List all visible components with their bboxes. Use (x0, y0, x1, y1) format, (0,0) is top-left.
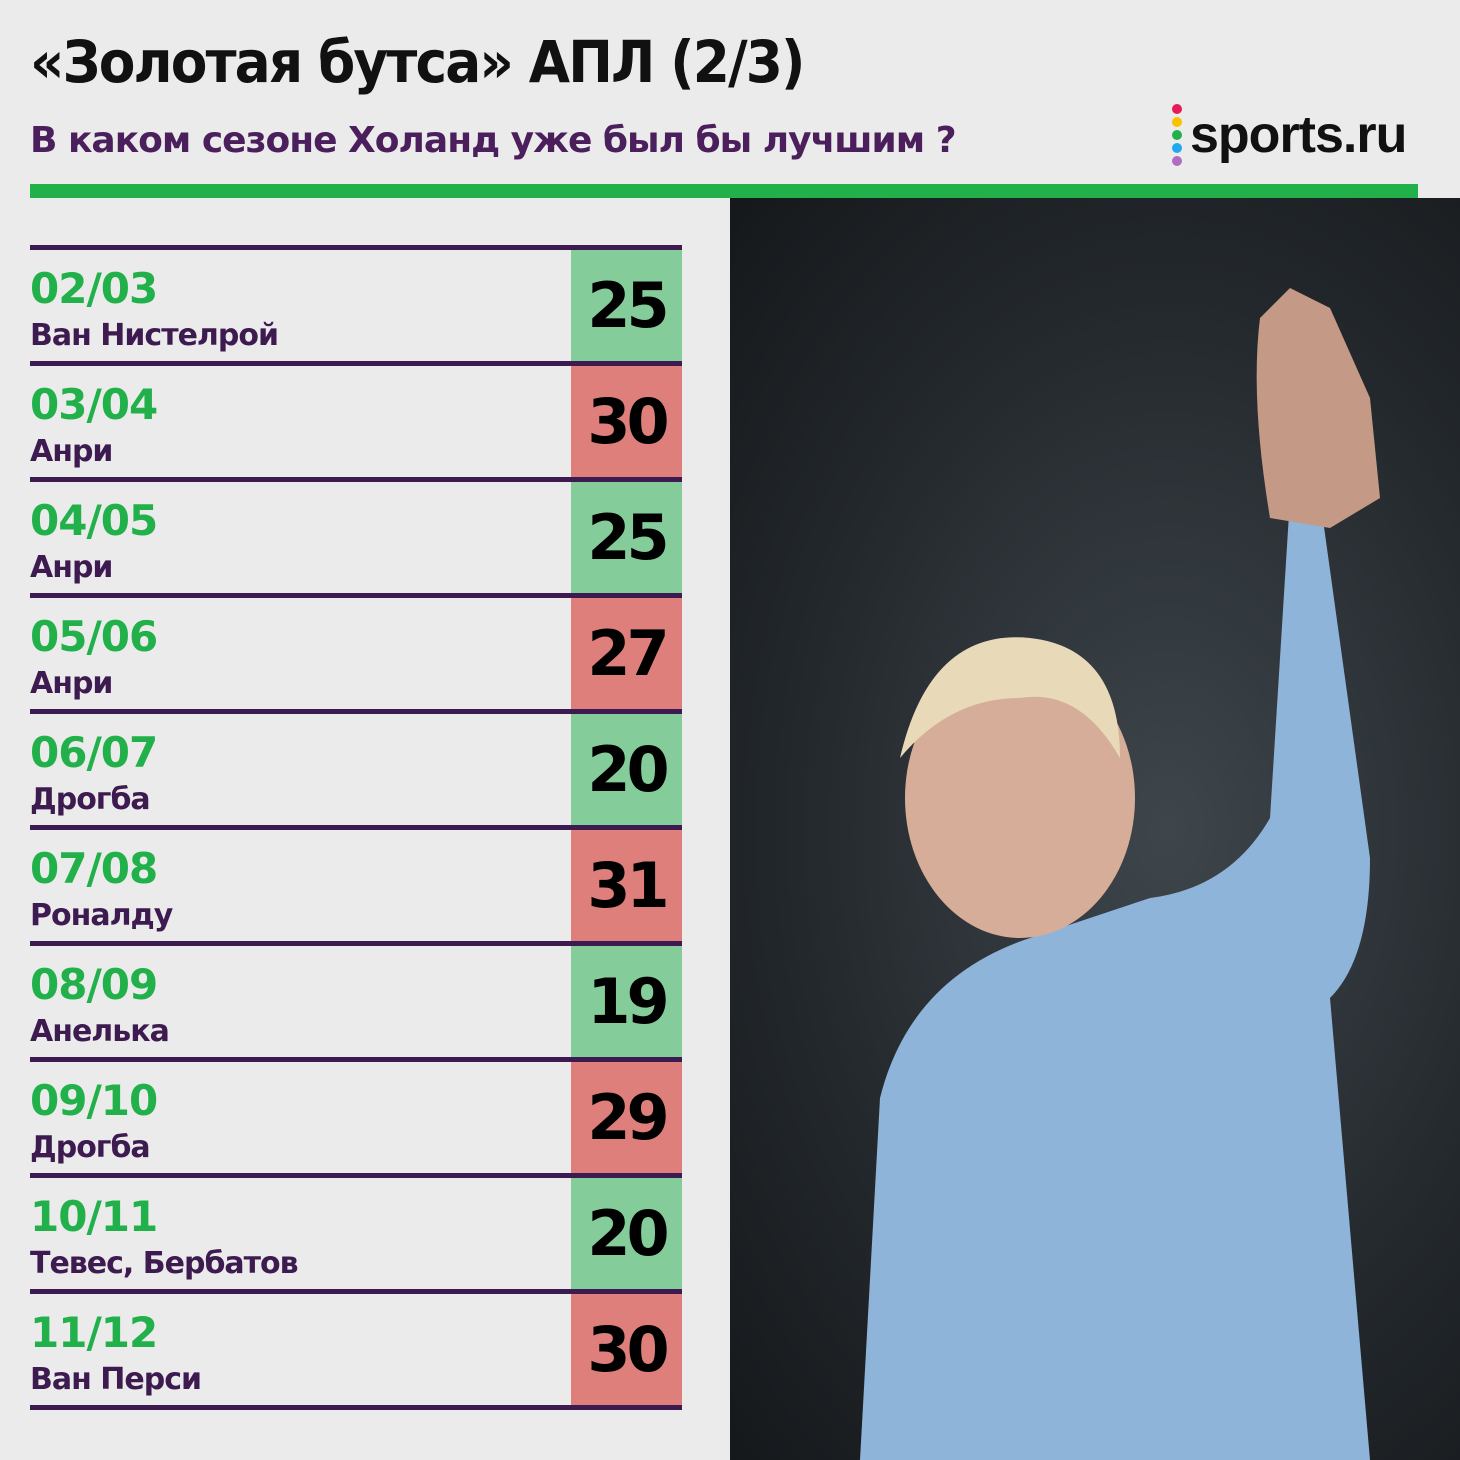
goals-cell: 29 (571, 1062, 682, 1173)
player-name: Анри (30, 666, 113, 701)
goals-cell: 20 (571, 714, 682, 825)
page-title: «Золотая бутса» АПЛ (2/3) (30, 28, 805, 96)
logo-dots-icon (1172, 104, 1182, 166)
table-row: 09/10 Дрогба 29 (30, 1057, 682, 1173)
player-name: Ван Нистелрой (30, 318, 279, 353)
page-subtitle: В каком сезоне Холанд уже был бы лучшим … (30, 120, 957, 161)
player-photo (730, 198, 1460, 1460)
player-silhouette-icon (860, 288, 1380, 1460)
season-label: 04/05 (30, 496, 158, 545)
table-row: 04/05 Анри 25 (30, 477, 682, 593)
player-name: Анри (30, 434, 113, 469)
logo-dot (1172, 156, 1182, 166)
player-name: Ван Перси (30, 1362, 202, 1397)
table-row: 10/11 Тевес, Бербатов 20 (30, 1173, 682, 1289)
sports-ru-logo: sports.ru (1172, 104, 1407, 166)
season-label: 11/12 (30, 1308, 158, 1357)
player-name: Дрогба (30, 782, 151, 817)
season-label: 10/11 (30, 1192, 158, 1241)
logo-dot (1172, 130, 1182, 140)
season-label: 02/03 (30, 264, 158, 313)
season-label: 08/09 (30, 960, 158, 1009)
golden-boot-table: 02/03 Ван Нистелрой 25 03/04 Анри 30 04/05… (30, 245, 682, 1410)
player-name: Дрогба (30, 1130, 151, 1165)
player-name: Роналду (30, 898, 173, 933)
goals-cell: 30 (571, 366, 682, 477)
goals-cell: 31 (571, 830, 682, 941)
logo-dot (1172, 117, 1182, 127)
goals-cell: 20 (571, 1178, 682, 1289)
table-row: 11/12 Ван Перси 30 (30, 1289, 682, 1410)
goals-cell: 27 (571, 598, 682, 709)
table-row: 05/06 Анри 27 (30, 593, 682, 709)
goals-cell: 30 (571, 1294, 682, 1405)
goals-cell: 25 (571, 482, 682, 593)
header-divider (30, 184, 1418, 198)
player-name: Анри (30, 550, 113, 585)
logo-text: sports.ru (1190, 106, 1407, 164)
season-label: 05/06 (30, 612, 158, 661)
player-name: Тевес, Бербатов (30, 1246, 299, 1281)
goals-cell: 19 (571, 946, 682, 1057)
logo-dot (1172, 104, 1182, 114)
table-row: 02/03 Ван Нистелрой 25 (30, 245, 682, 361)
player-name: Анелька (30, 1014, 170, 1049)
season-label: 06/07 (30, 728, 158, 777)
table-row: 06/07 Дрогба 20 (30, 709, 682, 825)
season-label: 09/10 (30, 1076, 158, 1125)
table-row: 03/04 Анри 30 (30, 361, 682, 477)
goals-cell: 25 (571, 250, 682, 361)
table-row: 08/09 Анелька 19 (30, 941, 682, 1057)
table-row: 07/08 Роналду 31 (30, 825, 682, 941)
logo-dot (1172, 143, 1182, 153)
season-label: 07/08 (30, 844, 158, 893)
season-label: 03/04 (30, 380, 158, 429)
